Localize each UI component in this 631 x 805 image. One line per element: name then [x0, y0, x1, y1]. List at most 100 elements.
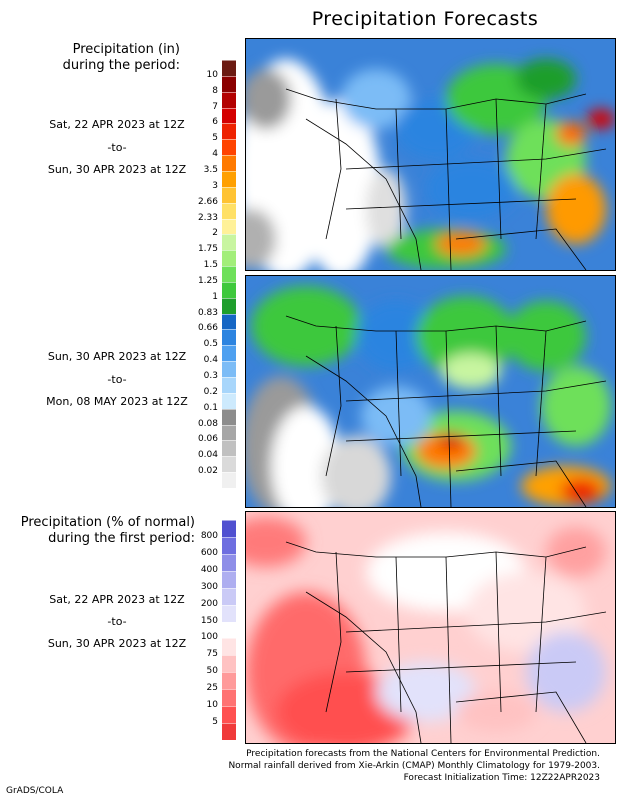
- colorbar-swatch: [222, 553, 236, 571]
- colorbar-swatch: [222, 655, 236, 673]
- colorbar-tick-label: 25: [206, 683, 218, 694]
- colorbar-tick-label: 200: [200, 598, 218, 609]
- colorbar-tick-label: 1.75: [197, 244, 218, 255]
- colorbar-tick-label: 5: [212, 717, 218, 728]
- credit-text: GrADS/COLA: [6, 786, 64, 796]
- period1-separator: -to-: [107, 141, 127, 154]
- colorbar-tick-label: 6: [212, 117, 218, 128]
- colorbar-tick-label: 3: [212, 180, 218, 191]
- percent-normal-colorbar: [222, 520, 236, 740]
- colorbar-swatch: [222, 170, 236, 187]
- precip-map-period1: [245, 38, 616, 271]
- precip-map-period2: [245, 275, 616, 508]
- section1-title-line1: Precipitation (in): [72, 42, 180, 57]
- colorbar-swatch: [222, 202, 236, 219]
- colorbar-tick-label: 2: [212, 228, 218, 239]
- colorbar-swatch: [222, 638, 236, 656]
- colorbar-tick-label: 0.04: [197, 450, 218, 461]
- colorbar-swatch: [222, 60, 236, 76]
- page-title: Precipitation Forecasts: [311, 8, 539, 30]
- colorbar-swatch: [222, 689, 236, 707]
- colorbar-swatch: [222, 472, 236, 488]
- colorbar-tick-label: 0.02: [197, 466, 218, 477]
- colorbar-swatch: [222, 377, 236, 393]
- colorbar-tick-label: 1.5: [203, 260, 218, 271]
- colorbar-swatch: [222, 392, 236, 409]
- colorbar-tick-label: 0.83: [197, 307, 218, 318]
- footer-line2: Normal rainfall derived from Xie-Arkin (…: [228, 761, 600, 771]
- period1-start: Sat, 22 APR 2023 at 12Z: [49, 118, 185, 131]
- colorbar-swatch: [222, 424, 236, 441]
- colorbar-swatch: [222, 621, 236, 639]
- colorbar-swatch: [222, 313, 236, 330]
- colorbar-tick-label: 0.66: [197, 323, 218, 334]
- colorbar-tick-label: 2.66: [197, 196, 218, 207]
- colorbar-swatch: [222, 329, 236, 346]
- colorbar-tick-label: 10: [206, 69, 218, 80]
- colorbar-swatch: [222, 408, 236, 425]
- colorbar-tick-label: 1.25: [197, 275, 218, 286]
- colorbar-tick-label: 5: [212, 133, 218, 144]
- period3-separator: -to-: [107, 615, 127, 628]
- colorbar-swatch: [222, 520, 236, 537]
- colorbar-swatch: [222, 91, 236, 108]
- colorbar-tick-label: 1: [212, 291, 218, 302]
- colorbar-swatch: [222, 75, 236, 92]
- colorbar-tick-label: 3.5: [203, 164, 218, 175]
- period2-end: Mon, 08 MAY 2023 at 12Z: [46, 395, 188, 408]
- colorbar-swatch: [222, 672, 236, 690]
- colorbar-tick-label: 300: [200, 581, 218, 592]
- period2-separator: -to-: [107, 373, 127, 386]
- colorbar-swatch: [222, 456, 236, 473]
- footer-line3: Forecast Initialization Time: 12Z22APR20…: [403, 773, 600, 783]
- colorbar-tick-label: 600: [200, 547, 218, 558]
- colorbar-swatch: [222, 297, 236, 314]
- colorbar-swatch: [222, 440, 236, 457]
- precip-map-period2-graphic: [246, 276, 615, 507]
- colorbar-swatch: [222, 587, 236, 605]
- precip-map-period1-graphic: [246, 39, 615, 270]
- colorbar-tick-label: 4: [212, 149, 218, 160]
- percent-normal-map: [245, 511, 616, 744]
- colorbar-tick-label: 100: [200, 632, 218, 643]
- colorbar-tick-label: 7: [212, 101, 218, 112]
- colorbar-tick-label: 0.08: [197, 418, 218, 429]
- colorbar-tick-label: 0.4: [203, 355, 218, 366]
- colorbar-swatch: [222, 155, 236, 171]
- colorbar-swatch: [222, 706, 236, 724]
- colorbar-swatch: [222, 604, 236, 622]
- period2-start: Sun, 30 APR 2023 at 12Z: [47, 350, 187, 363]
- colorbar-swatch: [222, 234, 236, 251]
- section2-title-line1: Precipitation (% of normal): [20, 515, 195, 530]
- colorbar-swatch: [222, 266, 236, 282]
- colorbar-swatch: [222, 345, 236, 362]
- colorbar-tick-label: 800: [200, 530, 218, 541]
- colorbar-swatch: [222, 281, 236, 298]
- colorbar-swatch: [222, 536, 236, 554]
- colorbar-swatch: [222, 570, 236, 588]
- colorbar-tick-label: 8: [212, 85, 218, 96]
- colorbar-swatch: [222, 107, 236, 124]
- period3-start: Sat, 22 APR 2023 at 12Z: [49, 593, 185, 606]
- colorbar-swatch: [222, 361, 236, 378]
- colorbar-tick-label: 75: [206, 649, 218, 660]
- colorbar-swatch: [222, 723, 236, 740]
- colorbar-swatch: [222, 139, 236, 156]
- colorbar-tick-label: 50: [206, 666, 218, 677]
- colorbar-tick-label: 10: [206, 700, 218, 711]
- colorbar-tick-label: 0.3: [203, 371, 218, 382]
- footer-line1: Precipitation forecasts from the Nationa…: [246, 749, 600, 759]
- colorbar-tick-label: 2.33: [197, 212, 218, 223]
- section2-title-line2: during the first period:: [48, 531, 195, 546]
- colorbar-swatch: [222, 218, 236, 235]
- precip-inches-colorbar: [222, 60, 236, 488]
- colorbar-tick-label: 150: [200, 615, 218, 626]
- section1-title-line2: during the period:: [62, 58, 180, 73]
- colorbar-tick-label: 0.2: [203, 386, 218, 397]
- colorbar-tick-label: 0.1: [203, 402, 218, 413]
- colorbar-tick-label: 0.5: [203, 339, 218, 350]
- colorbar-swatch: [222, 186, 236, 203]
- colorbar-tick-label: 0.06: [197, 434, 218, 445]
- colorbar-swatch: [222, 250, 236, 267]
- period3-end: Sun, 30 APR 2023 at 12Z: [47, 637, 187, 650]
